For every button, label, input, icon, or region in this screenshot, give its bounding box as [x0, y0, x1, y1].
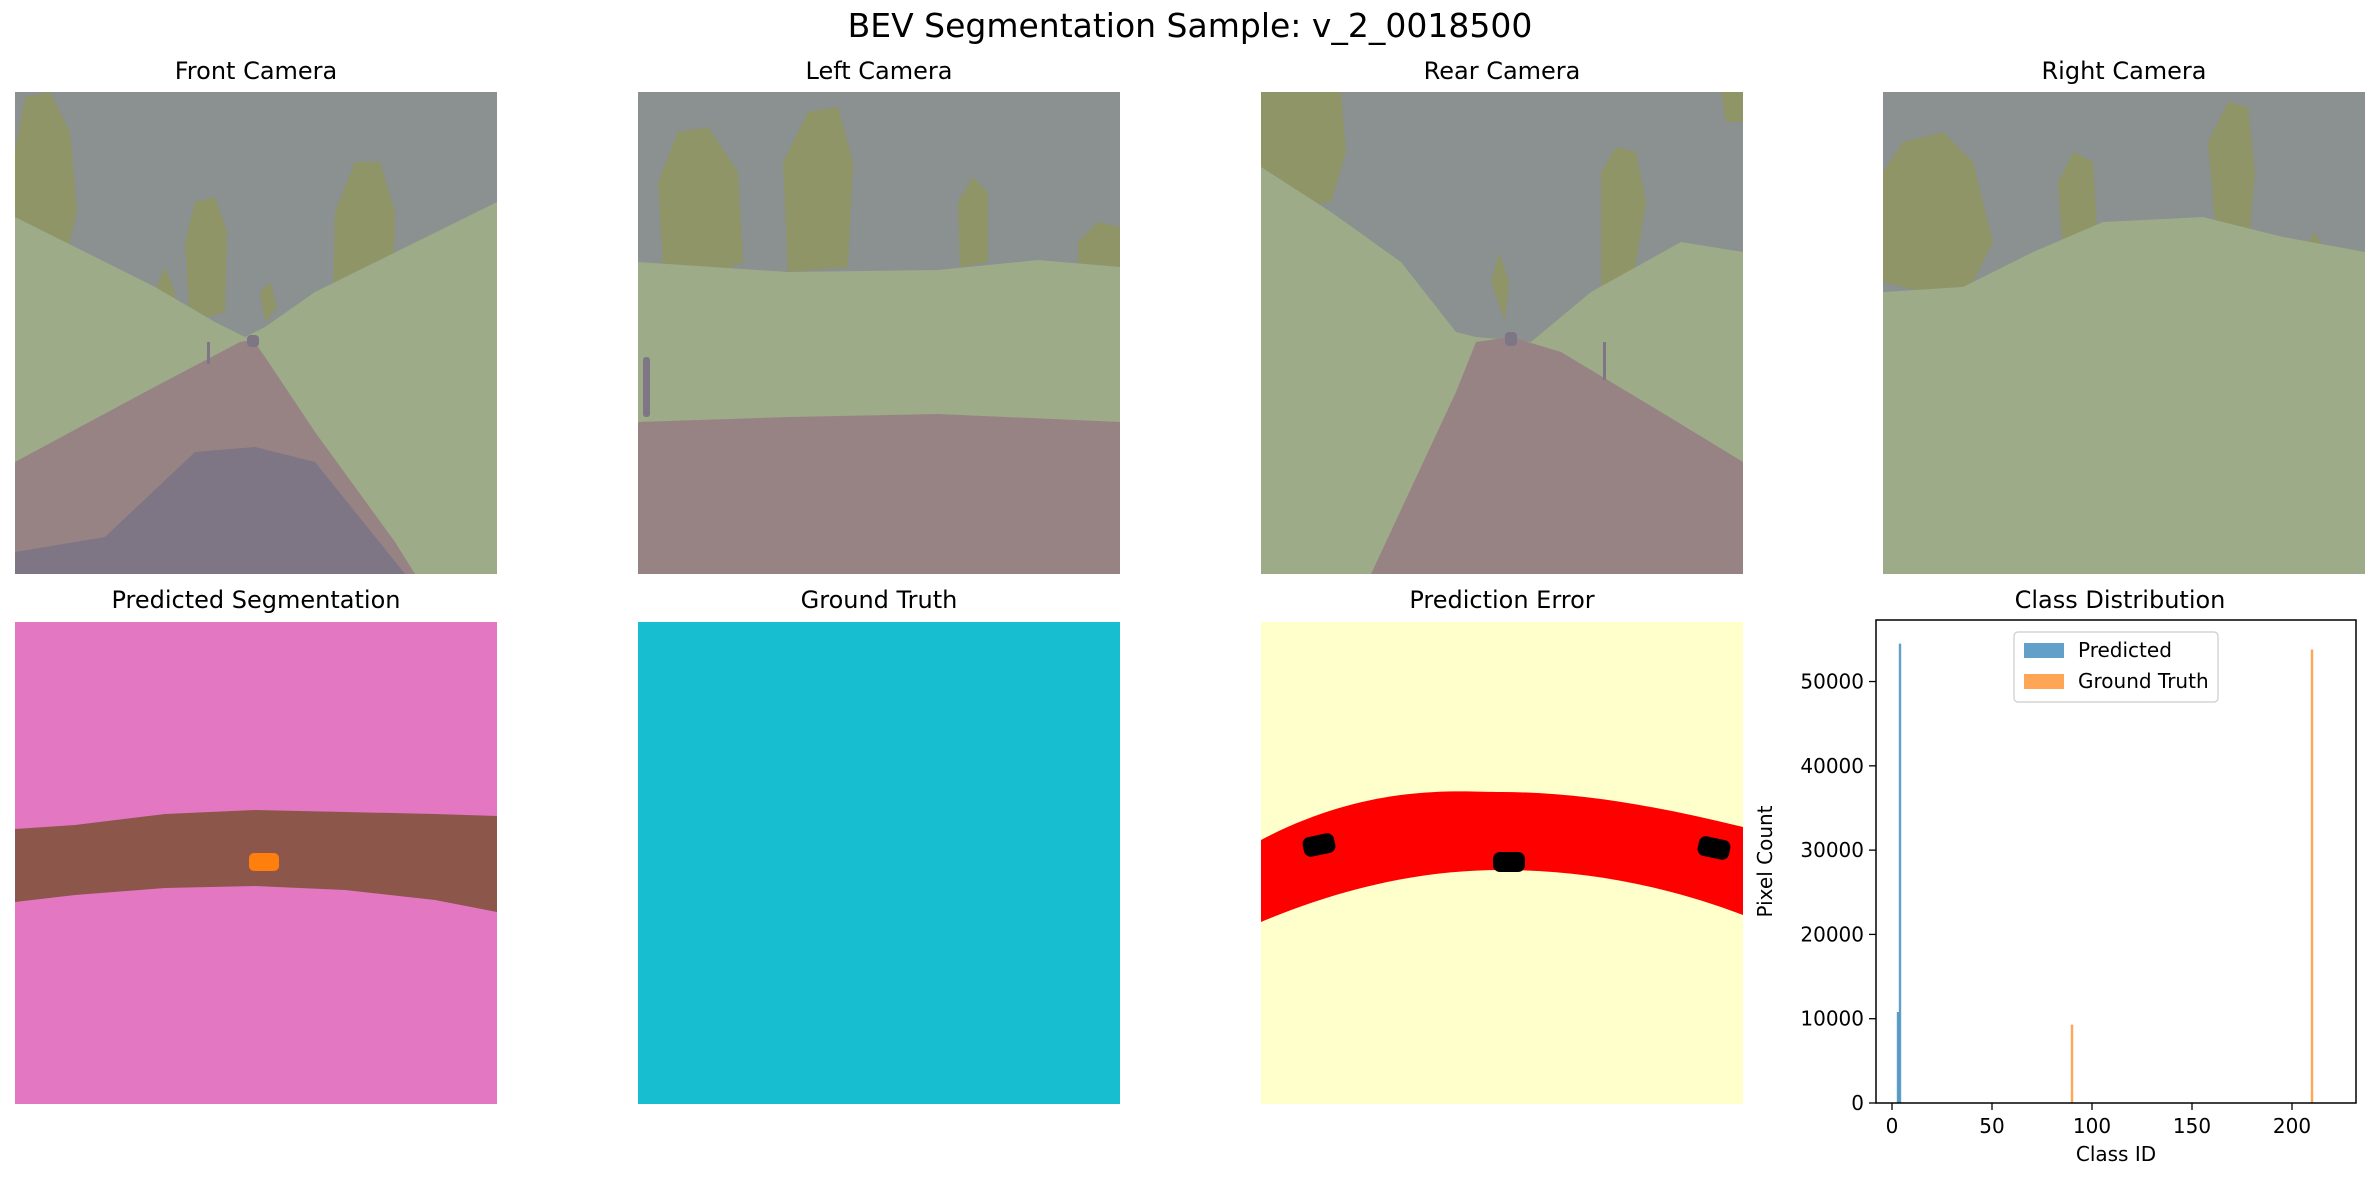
histogram-bar	[1898, 643, 1902, 1103]
y-tick-label: 30000	[1800, 838, 1864, 862]
tree-shape	[1883, 132, 1993, 292]
y-tick-label: 0	[1851, 1091, 1864, 1115]
prediction-error-title: Prediction Error	[1409, 586, 1595, 614]
tree-shape	[958, 177, 988, 267]
tree-shape	[185, 197, 227, 322]
x-tick-label: 150	[2173, 1114, 2211, 1138]
y-tick-label: 10000	[1800, 1007, 1864, 1031]
legend-entry: Ground Truth	[2078, 669, 2209, 693]
legend-entry: Predicted	[2078, 638, 2172, 662]
rear-camera-title: Rear Camera	[1423, 57, 1581, 85]
distant-car	[1505, 332, 1517, 346]
y-tick-label: 20000	[1800, 922, 1864, 946]
road-region	[638, 414, 1120, 574]
class-distribution-title: Class Distribution	[2014, 586, 2226, 614]
tree-shape	[783, 107, 853, 272]
ego-vehicle	[15, 447, 405, 574]
ground-truth-title: Ground Truth	[800, 586, 958, 614]
left-camera-image	[638, 92, 1120, 574]
y-tick-label: 40000	[1800, 754, 1864, 778]
right-camera-title: Right Camera	[2041, 57, 2207, 85]
right-camera-image	[1883, 92, 2365, 574]
vehicle-class-blob	[249, 853, 279, 871]
front-camera-title: Front Camera	[174, 57, 338, 85]
x-tick-label: 100	[2073, 1114, 2111, 1138]
x-tick-label: 50	[1979, 1114, 2004, 1138]
y-axis-label: Pixel Count	[1753, 805, 1777, 917]
front-camera-image	[15, 92, 497, 574]
error-vehicle-blob	[1493, 852, 1525, 872]
prediction-error-image	[1261, 622, 1743, 1104]
tree-shape	[1078, 222, 1120, 272]
tree-shape	[2208, 102, 2255, 257]
legend-swatch	[2024, 643, 2064, 658]
legend-swatch	[2024, 674, 2064, 689]
road-region	[1371, 337, 1743, 574]
histogram-bar	[2310, 649, 2314, 1103]
predicted-segmentation-title: Predicted Segmentation	[111, 586, 401, 614]
x-tick-label: 0	[1886, 1114, 1899, 1138]
histogram-bar	[1896, 1011, 1900, 1103]
legend-box	[2013, 631, 2219, 703]
rear-camera-image	[1261, 92, 1743, 574]
histogram-bar	[2070, 1024, 2074, 1103]
pole	[643, 357, 650, 417]
ground-truth-image	[638, 622, 1120, 1104]
x-tick-label: 200	[2273, 1114, 2311, 1138]
pole	[1603, 342, 1606, 380]
plot-frame	[1875, 619, 2357, 1104]
tree-shape	[260, 282, 277, 322]
tree-shape	[1721, 92, 1743, 122]
left-camera-title: Left Camera	[805, 57, 953, 85]
distant-car	[247, 335, 259, 347]
class-distribution-chart: 0 50 100 150 200 0 10000 20000 30000 40000 50000 Cl…	[1753, 619, 2357, 1166]
tree-shape	[1601, 147, 1646, 297]
figure-title: BEV Segmentation Sample: v_2_0018500	[847, 6, 1533, 45]
grass-region	[1883, 217, 2365, 574]
tree-shape	[1491, 252, 1509, 322]
error-vehicle-blob	[1697, 836, 1731, 860]
tree-shape	[2058, 152, 2098, 252]
predicted-segmentation-image	[15, 622, 497, 1104]
ground-truth-fill	[638, 622, 1120, 1104]
x-axis-label: Class ID	[2076, 1142, 2156, 1166]
tree-shape	[658, 127, 743, 277]
y-tick-label: 50000	[1800, 670, 1864, 694]
pole	[207, 342, 210, 364]
error-vehicle-blob	[1302, 833, 1336, 857]
